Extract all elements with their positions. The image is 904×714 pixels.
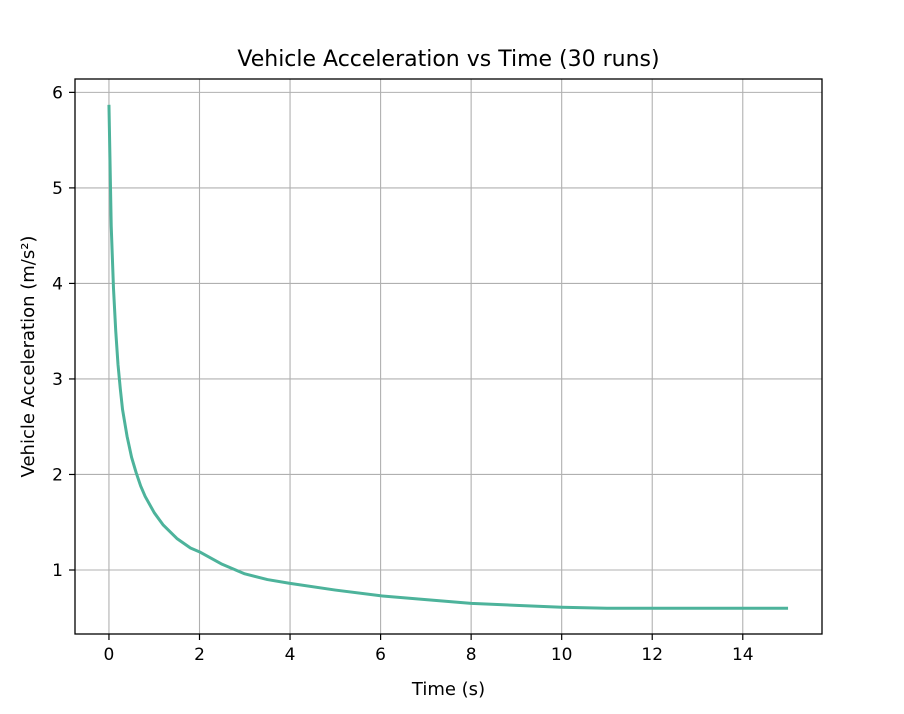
grid [75,79,822,634]
x-axis-label: Time (s) [411,679,485,700]
chart-title: Vehicle Acceleration vs Time (30 runs) [237,47,659,72]
x-tick-label: 0 [104,645,115,665]
y-tick-label: 6 [52,83,63,103]
x-tick-label: 4 [285,645,296,665]
x-tick-label: 6 [375,645,386,665]
y-tick-label: 2 [52,465,63,485]
y-axis-ticks: 1 2 3 4 5 6 [52,83,75,581]
y-tick-label: 4 [52,274,63,294]
series-layer [107,104,789,610]
x-tick-label: 2 [194,645,205,665]
x-tick-label: 10 [551,645,573,665]
plot-frame [74,78,823,635]
y-axis-label: Vehicle Acceleration (m/s²) [18,236,39,478]
y-tick-label: 3 [52,370,63,390]
x-tick-label: 14 [732,645,754,665]
y-tick-label: 1 [52,561,63,581]
x-axis-ticks: 0 2 4 6 8 10 12 14 [104,634,754,665]
x-tick-label: 12 [641,645,663,665]
x-tick-label: 8 [466,645,477,665]
y-tick-label: 5 [52,179,63,199]
series-line [107,104,789,610]
